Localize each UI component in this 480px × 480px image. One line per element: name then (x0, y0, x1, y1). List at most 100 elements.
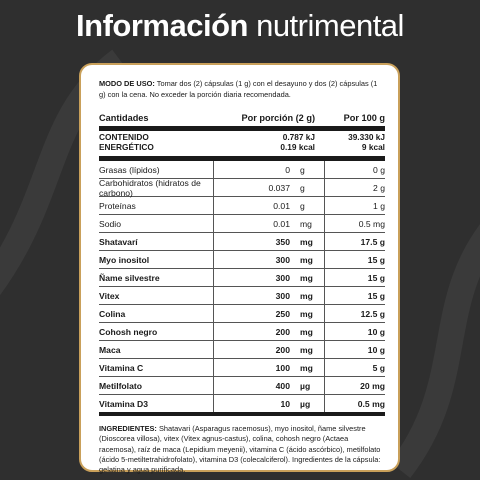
column-divider (213, 251, 214, 269)
nutrient-name: Sodio (99, 218, 121, 229)
per-100g-value: 0 g (373, 164, 385, 175)
portion-number: 100 (275, 362, 290, 373)
portion-number: 300 (275, 254, 290, 265)
per-100g-value: 0.5 mg (357, 398, 385, 409)
nutrient-name: Vitamina D3 (99, 398, 149, 409)
portion-number: 200 (275, 326, 290, 337)
portion-unit: mg (300, 308, 313, 319)
nutrient-name: Grasas (lípidos) (99, 164, 160, 175)
nutrient-name: Colina (99, 308, 126, 319)
column-divider (324, 395, 325, 413)
per-100g-value: 15 g (367, 272, 385, 283)
energy-per-portion: 0.787 kJ 0.19 kcal (215, 132, 325, 152)
table-row: Metilfolato 400 µg 20 mg (99, 377, 385, 396)
portion-number: 0 (285, 164, 290, 175)
portion-unit: g (300, 164, 305, 175)
portion-unit: mg (300, 218, 312, 229)
portion-number: 200 (275, 344, 290, 355)
table-row: Carbohidratos (hidratos de carbono) 0.037… (99, 177, 385, 198)
column-divider (324, 161, 325, 179)
table-row: Colina 250 mg 12.5 g (99, 305, 385, 324)
column-divider (324, 377, 325, 395)
per-portion-value: 400 µg (214, 381, 324, 391)
nutrient-name: Metilfolato (99, 380, 142, 391)
portion-number: 250 (275, 308, 290, 319)
table-header: Cantidades Por porción (2 g) Por 100 g (99, 111, 385, 131)
per-portion-value: 200 mg (214, 327, 324, 337)
column-divider (213, 197, 214, 215)
column-divider (324, 179, 325, 197)
usage-text: Tomar dos (2) cápsulas (1 g) con el desa… (99, 79, 378, 99)
per-portion-value: 0.01 mg (214, 219, 324, 229)
table-row: Ñame silvestre 300 mg 15 g (99, 269, 385, 288)
per-100g-value: 17.5 g (360, 236, 385, 247)
ingredients-text: INGREDIENTES: Shatavari (Asparagus racem… (99, 424, 385, 475)
column-divider (324, 233, 325, 251)
per-100g-value: 5 g (372, 362, 385, 373)
portion-unit: µg (300, 380, 311, 391)
portion-unit: mg (300, 344, 313, 355)
header-quantities: Cantidades (99, 112, 149, 123)
per-100g-value: 0.5 mg (358, 218, 385, 229)
portion-number: 400 (275, 380, 290, 391)
portion-number: 0.01 (273, 200, 290, 211)
portion-unit: mg (300, 254, 313, 265)
per-100g-value: 15 g (367, 254, 385, 265)
ingredients-body: Shatavari (Asparagus racemosus), myo ino… (99, 424, 381, 475)
column-divider (213, 341, 214, 359)
energy-portion-kj: 0.787 kJ (282, 132, 315, 142)
portion-unit: mg (300, 290, 313, 301)
column-divider (213, 305, 214, 323)
column-divider (324, 305, 325, 323)
per-portion-value: 300 mg (214, 291, 324, 301)
nutrient-name: Ñame silvestre (99, 272, 160, 283)
nutrient-name: Shatavarí (99, 236, 138, 247)
ingredients-label: INGREDIENTES: (99, 424, 157, 434)
usage-label: MODO DE USO: (99, 79, 155, 88)
per-100g-value: 10 g (367, 326, 385, 337)
column-divider (213, 179, 214, 197)
column-divider (324, 359, 325, 377)
energy-label-line2: ENERGÉTICO (99, 141, 154, 152)
table-row: Grasas (lípidos) 0 g 0 g (99, 161, 385, 180)
per-portion-value: 0.01 g (214, 201, 324, 211)
per-100g-value: 2 g (373, 182, 385, 193)
nutrient-name: Myo inositol (99, 254, 150, 265)
column-divider (213, 233, 214, 251)
energy-100-kcal: 9 kcal (361, 141, 385, 152)
portion-unit: mg (300, 326, 313, 337)
portion-unit: g (300, 200, 305, 211)
energy-100-kj: 39.330 kJ (348, 132, 385, 142)
column-divider (213, 269, 214, 287)
portion-number: 300 (275, 272, 290, 283)
nutrient-name: Carbohidratos (hidratos de carbono) (99, 177, 201, 198)
per-portion-value: 300 mg (214, 273, 324, 283)
nutrient-rows: Grasas (lípidos) 0 g 0 g Carbohidratos (hidr… (99, 161, 385, 417)
table-row: Myo inositol 300 mg 15 g (99, 251, 385, 270)
column-divider (324, 287, 325, 305)
column-divider (213, 395, 214, 413)
energy-label-line1: CONTENIDO (99, 132, 149, 142)
header-per-100g: Por 100 g (343, 112, 385, 123)
per-100g-value: 1 g (373, 200, 385, 211)
table-row: Vitamina D3 10 µg 0.5 mg (99, 395, 385, 417)
column-divider (324, 269, 325, 287)
title-bold: Información (76, 8, 248, 43)
table-row: Sodio 0.01 mg 0.5 mg (99, 215, 385, 234)
nutrition-card: MODO DE USO: Tomar dos (2) cápsulas (1 g… (79, 63, 400, 475)
per-portion-value: 100 mg (214, 363, 324, 373)
per-portion-value: 300 mg (214, 255, 324, 265)
portion-number: 350 (275, 236, 290, 247)
portion-unit: g (300, 182, 305, 193)
column-divider (324, 215, 325, 233)
per-100g-value: 10 g (367, 344, 385, 355)
table-row: Maca 200 mg 10 g (99, 341, 385, 360)
portion-number: 10 (280, 398, 290, 409)
column-divider (213, 359, 214, 377)
column-divider (324, 323, 325, 341)
portion-number: 0.037 (268, 182, 290, 193)
table-row: Cohosh negro 200 mg 10 g (99, 323, 385, 342)
per-portion-value: 200 mg (214, 345, 324, 355)
table-row: Vitex 300 mg 15 g (99, 287, 385, 306)
per-portion-value: 10 µg (214, 399, 324, 409)
